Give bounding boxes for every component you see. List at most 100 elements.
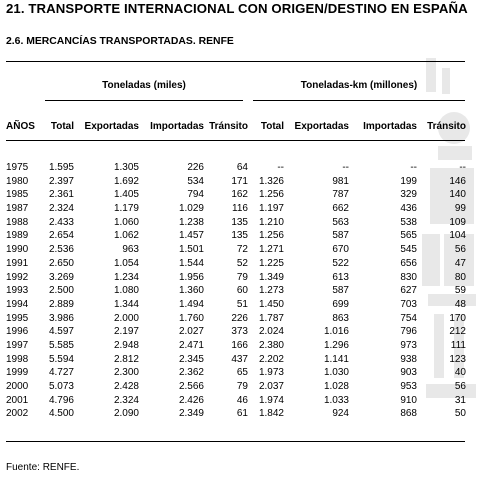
cell-year: 1993 [6, 285, 29, 297]
cell-importadas-tkm: 538 [400, 216, 417, 228]
cell-total-tkm: 1.842 [258, 408, 284, 420]
cell-transito-t: 373 [231, 326, 248, 338]
cell-total-t: 2.324 [48, 203, 74, 215]
cell-year: 1998 [6, 353, 29, 365]
cell-exportadas-t: 2.090 [113, 408, 139, 420]
cell-exportadas-t: 2.197 [113, 326, 139, 338]
cell-total-tkm: 2.380 [258, 339, 284, 351]
cell-year: 1994 [6, 298, 29, 310]
column-header-exportadas-tkm: Exportadas [294, 121, 349, 132]
cell-transito-t: 65 [236, 367, 248, 379]
cell-total-t: 2.536 [48, 244, 74, 256]
table-row: 1985 2.361 1.405 794 162 1.256 787 329 140 [0, 188, 477, 202]
cell-exportadas-tkm: 699 [332, 298, 349, 310]
cell-total-tkm: 1.326 [258, 175, 284, 187]
cell-transito-tkm: 56 [454, 381, 466, 392]
cell-transito-tkm: 99 [454, 203, 466, 215]
cell-exportadas-tkm: 587 [332, 230, 349, 242]
cell-transito-t: 135 [231, 216, 248, 228]
cell-total-tkm: 1.349 [258, 271, 284, 283]
cell-transito-tkm: 80 [454, 271, 466, 283]
cell-importadas-t: 226 [187, 162, 204, 173]
cell-total-tkm: 1.210 [258, 216, 284, 228]
cell-year: 1992 [6, 271, 29, 283]
cell-exportadas-tkm: 863 [332, 312, 349, 324]
cell-importadas-t: 1.956 [178, 271, 204, 283]
cell-exportadas-t: 1.080 [113, 285, 139, 297]
cell-exportadas-t: 1.305 [113, 162, 139, 173]
cell-importadas-t: 2.426 [178, 394, 204, 406]
cell-importadas-tkm: 627 [400, 285, 417, 297]
cell-exportadas-t: 2.812 [113, 353, 139, 365]
cell-year: 2000 [6, 381, 29, 392]
table-row: 1995 3.986 2.000 1.760 226 1.787 863 754 170 [0, 312, 477, 326]
cell-transito-tkm: 48 [454, 298, 466, 310]
cell-year: 1996 [6, 326, 29, 338]
column-header-transito-tkm: Tránsito [427, 121, 466, 132]
cell-transito-t: 162 [231, 189, 248, 201]
group-header-toneladas: Toneladas (miles) [102, 80, 186, 91]
cell-importadas-tkm: 903 [400, 367, 417, 379]
cell-transito-tkm: 104 [449, 230, 466, 242]
cell-exportadas-tkm: -- [342, 162, 349, 173]
cell-total-t: 1.595 [48, 162, 74, 173]
cell-transito-t: 166 [231, 339, 248, 351]
header-rule [6, 140, 465, 141]
cell-year: 1997 [6, 339, 29, 351]
cell-importadas-tkm: 830 [400, 271, 417, 283]
table-row: 1975 1.595 1.305 226 64 -- -- -- -- [0, 161, 477, 175]
cell-total-tkm: 1.450 [258, 298, 284, 310]
cell-exportadas-tkm: 1.030 [323, 367, 349, 379]
table-row: 1998 5.594 2.812 2.345 437 2.202 1.141 938 123 [0, 353, 477, 367]
cell-total-t: 2.654 [48, 230, 74, 242]
cell-transito-t: 226 [231, 312, 248, 324]
cell-importadas-t: 2.362 [178, 367, 204, 379]
table-row: 1994 2.889 1.344 1.494 51 1.450 699 703 48 [0, 298, 477, 312]
cell-total-t: 4.727 [48, 367, 74, 379]
cell-exportadas-t: 2.300 [113, 367, 139, 379]
cell-transito-tkm: 56 [454, 244, 466, 256]
cell-importadas-tkm: 754 [400, 312, 417, 324]
cell-transito-t: 116 [232, 203, 248, 215]
coat-of-arms-watermark [422, 58, 476, 398]
group-underline-toneladas-km [253, 100, 465, 101]
cell-transito-tkm: 111 [450, 339, 466, 351]
cell-transito-tkm: 140 [449, 189, 466, 201]
cell-exportadas-tkm: 670 [332, 244, 349, 256]
cell-year: 1999 [6, 367, 29, 379]
cell-year: 1995 [6, 312, 29, 324]
cell-transito-tkm: 59 [454, 285, 466, 297]
cell-total-tkm: 1.974 [258, 394, 284, 406]
cell-total-t: 4.796 [48, 394, 74, 406]
cell-importadas-t: 2.471 [178, 339, 204, 351]
cell-exportadas-t: 1.060 [113, 216, 139, 228]
cell-exportadas-t: 1.405 [113, 189, 139, 201]
cell-importadas-tkm: 199 [400, 175, 417, 187]
cell-importadas-tkm: 938 [400, 353, 417, 365]
cell-importadas-tkm: 436 [400, 203, 417, 215]
cell-importadas-tkm: 329 [400, 189, 417, 201]
table-row: 1991 2.650 1.054 1.544 52 1.225 522 656 47 [0, 257, 477, 271]
column-header-total-t: Total [50, 121, 74, 132]
cell-transito-t: 79 [236, 381, 248, 392]
table-row: 1990 2.536 963 1.501 72 1.271 670 545 56 [0, 243, 477, 257]
cell-transito-t: 61 [236, 408, 248, 420]
cell-exportadas-tkm: 1.033 [323, 394, 349, 406]
top-rule [6, 61, 465, 62]
cell-exportadas-t: 1.054 [113, 257, 139, 269]
cell-total-t: 2.650 [48, 257, 74, 269]
cell-total-tkm: 1.256 [258, 230, 284, 242]
table-row: 1996 4.597 2.197 2.027 373 2.024 1.016 796 212 [0, 325, 477, 339]
cell-total-tkm: 1.197 [258, 203, 284, 215]
cell-transito-tkm: -- [459, 162, 466, 173]
cell-importadas-tkm: 910 [400, 394, 417, 406]
cell-importadas-t: 2.566 [178, 381, 204, 392]
cell-importadas-tkm: 796 [400, 326, 417, 338]
table-row: 1993 2.500 1.080 1.360 60 1.273 587 627 59 [0, 284, 477, 298]
cell-total-t: 3.986 [48, 312, 74, 324]
cell-exportadas-t: 1.692 [113, 175, 139, 187]
cell-exportadas-tkm: 1.141 [323, 353, 349, 365]
cell-importadas-t: 1.760 [178, 312, 204, 324]
table-row: 1997 5.585 2.948 2.471 166 2.380 1.296 973 111 [0, 339, 477, 353]
cell-year: 2001 [6, 394, 29, 406]
